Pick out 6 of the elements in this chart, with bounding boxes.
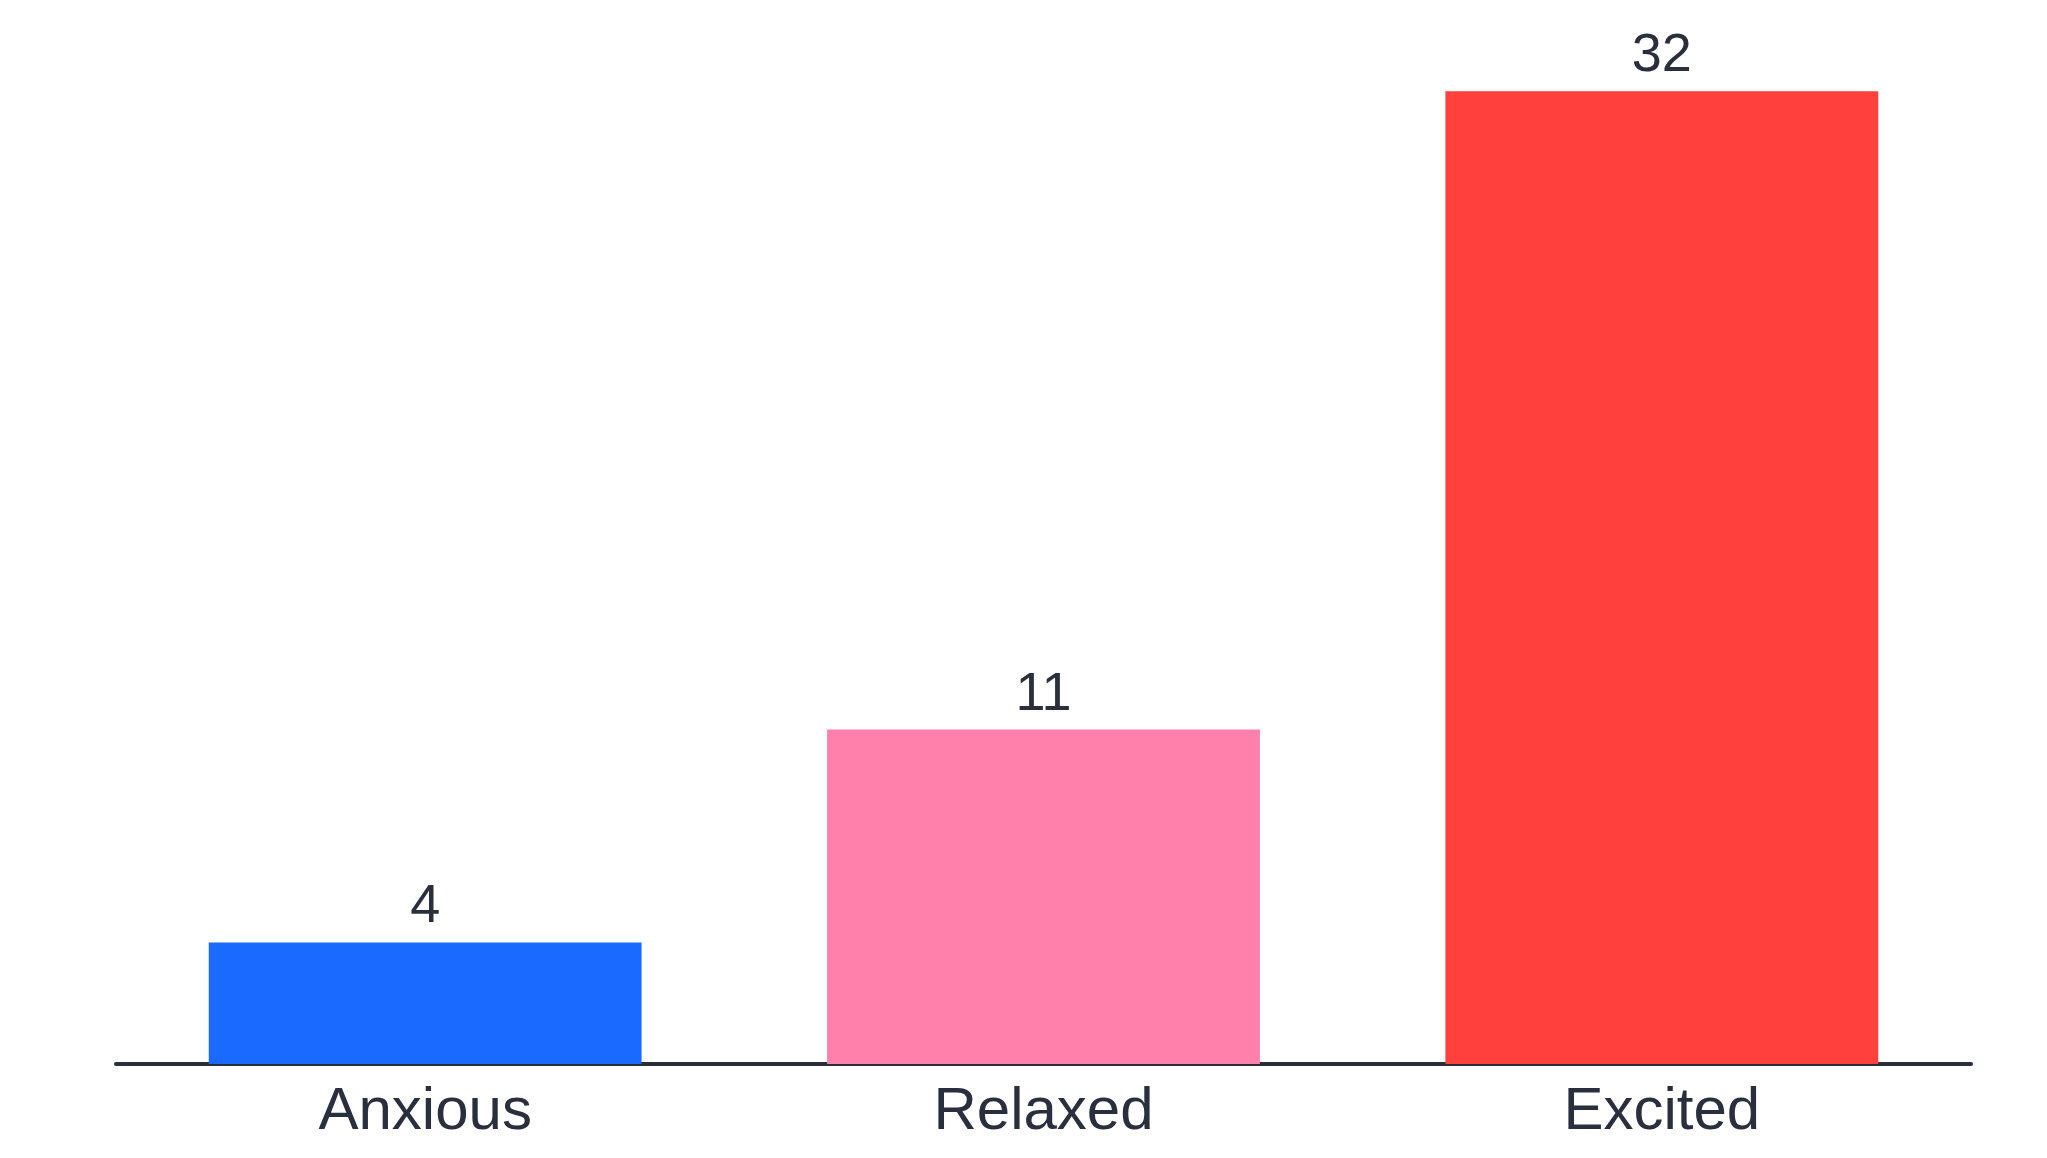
data-label: 4 (410, 873, 441, 934)
x-tick-label: Anxious (318, 1074, 532, 1142)
data-label: 11 (1015, 660, 1072, 721)
x-tick-label: Relaxed (933, 1074, 1154, 1142)
data-label: 32 (1631, 22, 1692, 83)
x-tick-label: Excited (1563, 1074, 1761, 1142)
